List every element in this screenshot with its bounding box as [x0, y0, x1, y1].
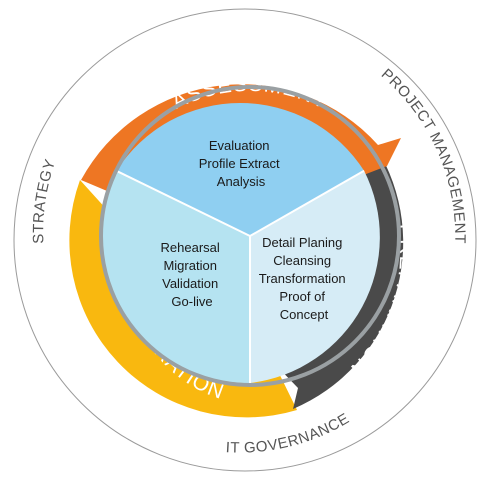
segment-top — [116, 102, 365, 237]
segment-left — [101, 170, 250, 384]
segment-left-text: Rehearsal Migration Validation Go-live — [161, 240, 224, 309]
segment-top-text: Evaluation Profile Extract Analysis — [199, 138, 284, 189]
inner-circle — [99, 85, 401, 387]
outer-ring — [13, 8, 477, 472]
inner-circle-border — [99, 85, 401, 387]
segment-divider-right — [249, 169, 365, 237]
assessment-phase-arc — [81, 84, 401, 199]
segment-right-text: Detail Planing Cleansing Transformation … — [259, 235, 350, 322]
segment-divider-left — [115, 169, 251, 237]
strategy-label: STRATEGY — [30, 157, 59, 244]
preparation-phase-arc — [271, 147, 404, 409]
segment-right — [250, 170, 380, 383]
migration-phase-arc — [69, 180, 297, 418]
